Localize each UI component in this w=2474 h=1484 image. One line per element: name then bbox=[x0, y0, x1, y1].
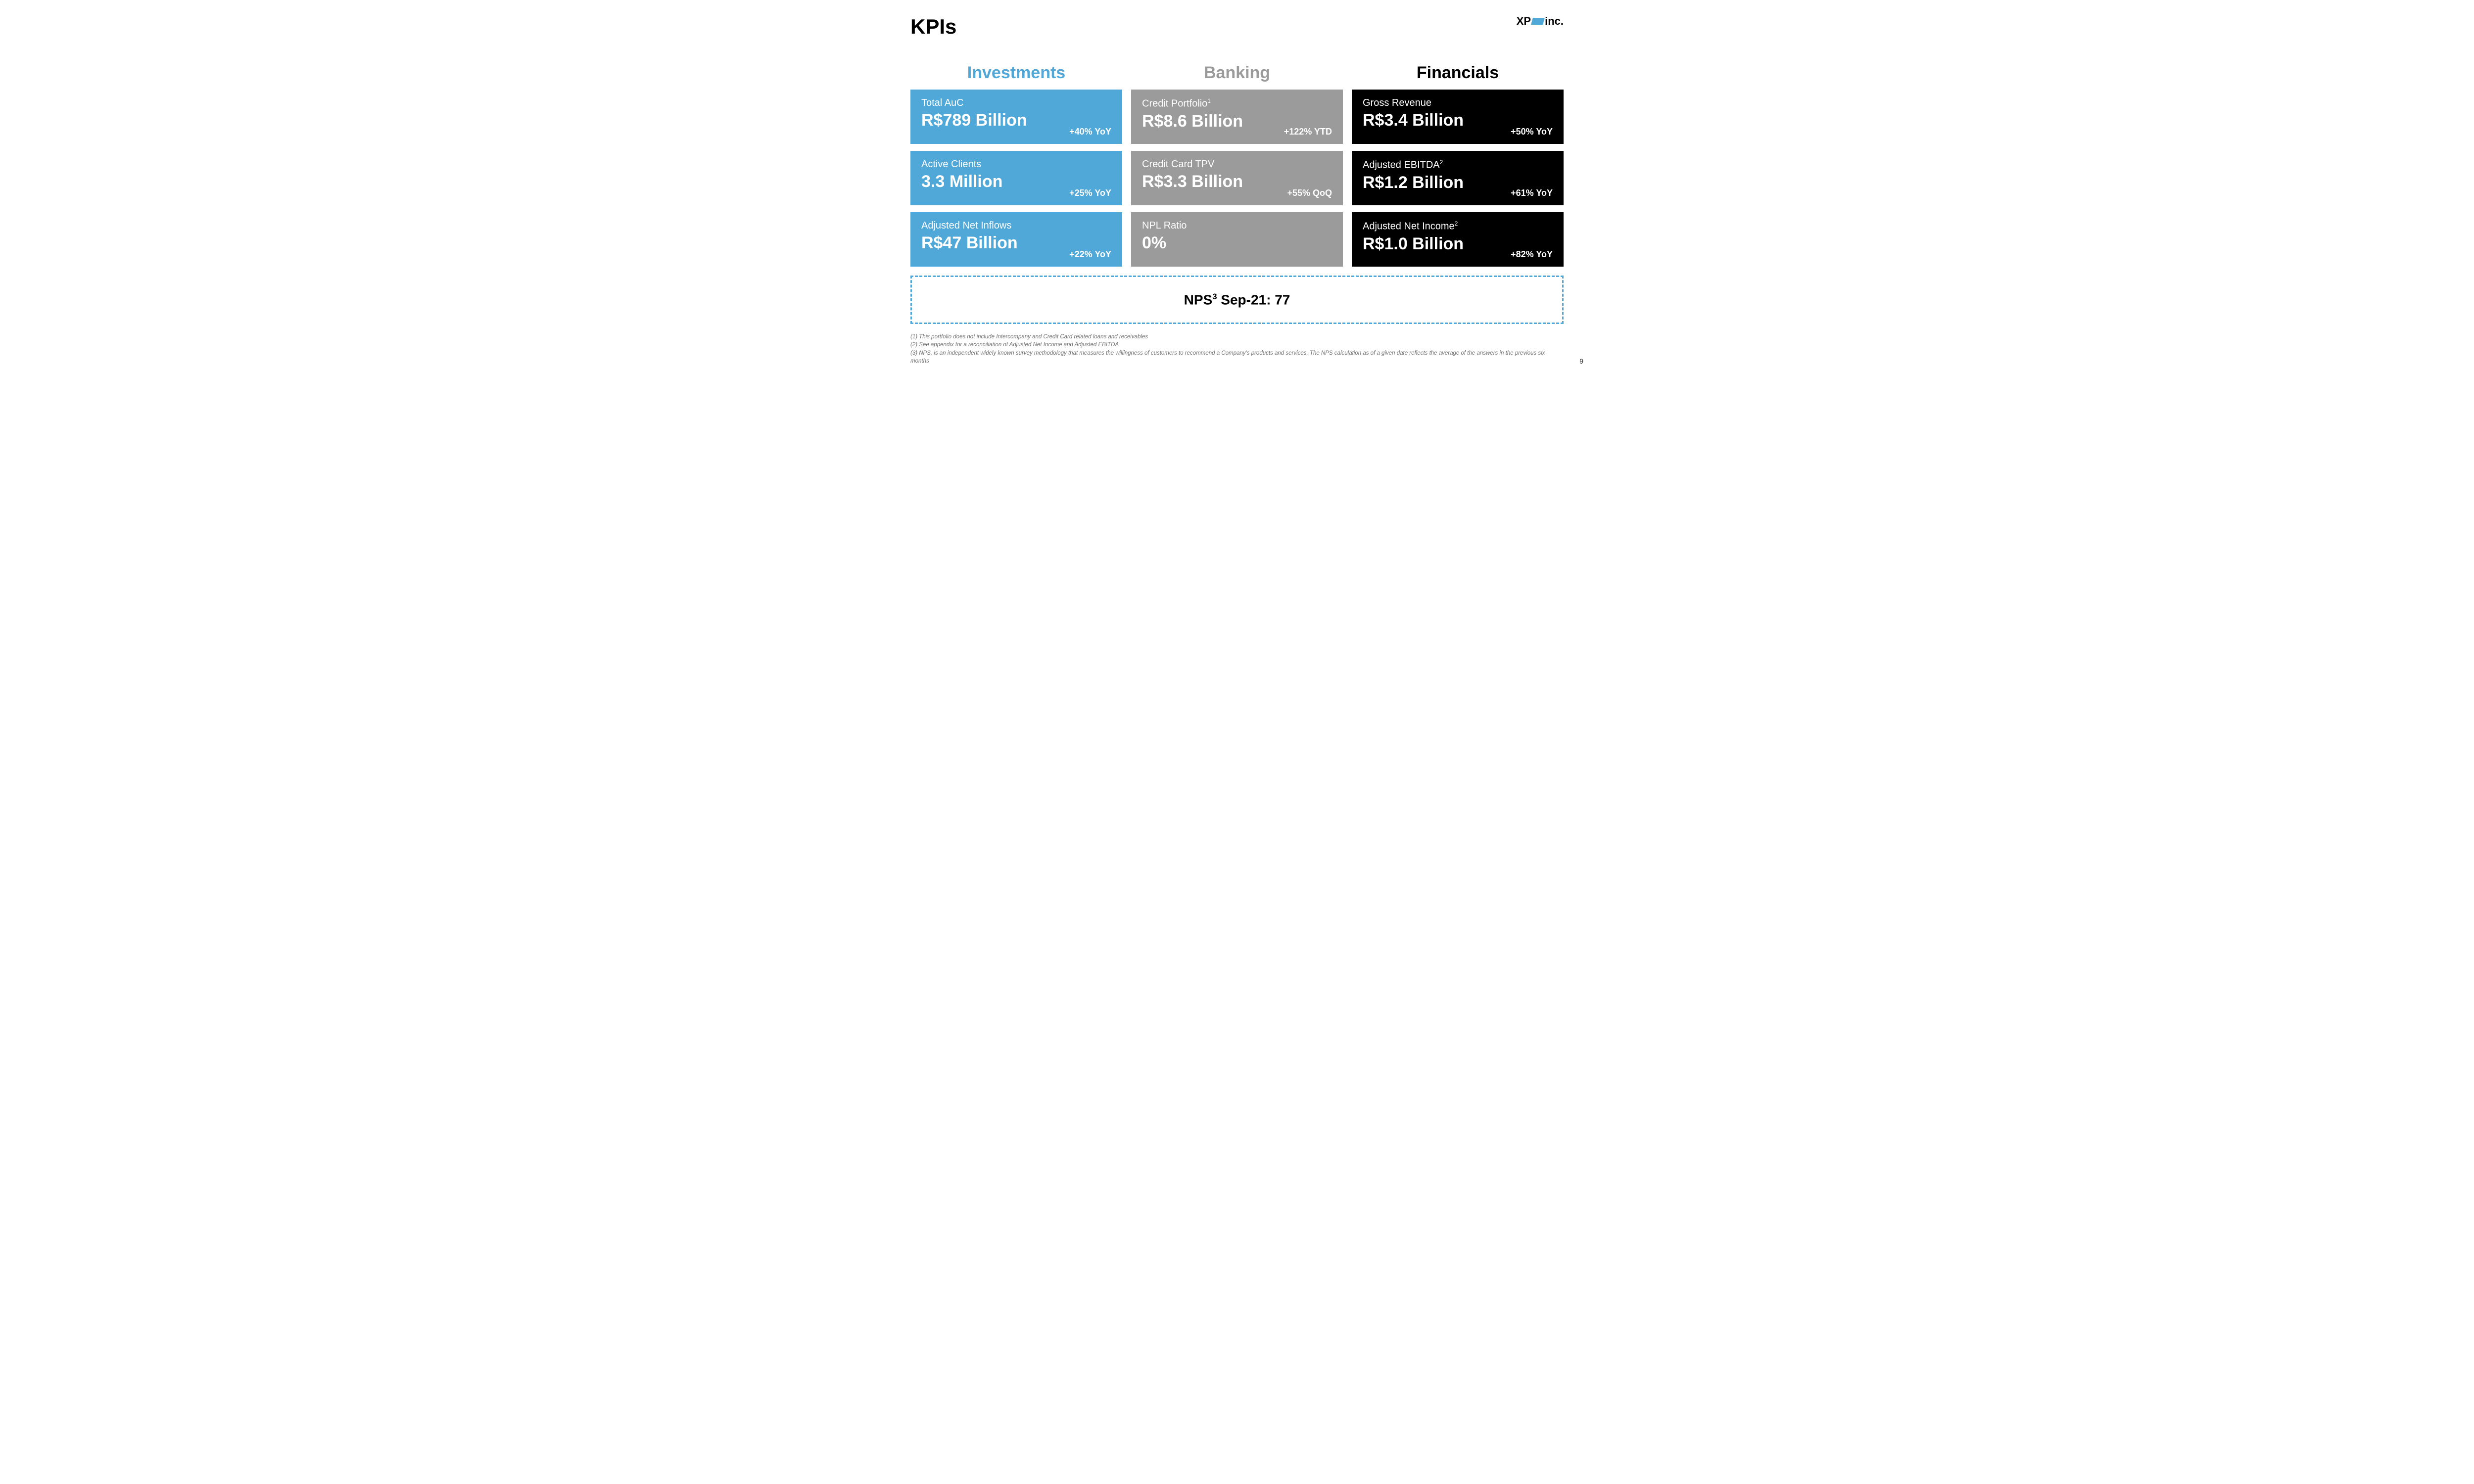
nps-label-pre: NPS bbox=[1184, 292, 1213, 307]
logo-suffix: inc. bbox=[1545, 15, 1564, 28]
logo-block-icon bbox=[1531, 18, 1545, 25]
card-label: Adjusted Net Inflows bbox=[921, 220, 1111, 232]
nps-box: NPS3 Sep-21: 77 bbox=[910, 276, 1564, 324]
card-label: Total AuC bbox=[921, 97, 1111, 109]
footnote-1: (1) This portfolio does not include Inte… bbox=[910, 333, 1564, 341]
card-adjusted-net-income: Adjusted Net Income2 R$1.0 Billion +82% … bbox=[1352, 212, 1564, 267]
card-gross-revenue: Gross Revenue R$3.4 Billion +50% YoY bbox=[1352, 90, 1564, 144]
card-change: +22% YoY bbox=[1069, 249, 1111, 260]
label-text: Adjusted EBITDA bbox=[1363, 160, 1440, 171]
card-label: Credit Portfolio1 bbox=[1142, 97, 1332, 110]
card-label: Adjusted Net Income2 bbox=[1363, 220, 1553, 232]
card-npl-ratio: NPL Ratio 0% bbox=[1131, 212, 1343, 267]
card-total-auc: Total AuC R$789 Billion +40% YoY bbox=[910, 90, 1122, 144]
label-sup: 2 bbox=[1455, 220, 1458, 227]
logo-prefix: XP bbox=[1517, 15, 1531, 28]
page-number: 9 bbox=[1579, 357, 1583, 365]
card-label: NPL Ratio bbox=[1142, 220, 1332, 232]
card-change: +40% YoY bbox=[1069, 127, 1111, 137]
page-title: KPIs bbox=[910, 15, 956, 39]
logo: XP inc. bbox=[1517, 15, 1564, 28]
card-change: +122% YTD bbox=[1284, 127, 1332, 137]
card-change: +55% QoQ bbox=[1287, 188, 1332, 198]
card-label: Credit Card TPV bbox=[1142, 159, 1332, 170]
col-header-banking: Banking bbox=[1131, 63, 1343, 83]
nps-sup: 3 bbox=[1212, 292, 1217, 301]
card-label: Adjusted EBITDA2 bbox=[1363, 159, 1553, 171]
label-sup: 2 bbox=[1440, 159, 1443, 166]
card-credit-card-tpv: Credit Card TPV R$3.3 Billion +55% QoQ bbox=[1131, 151, 1343, 205]
footnotes: (1) This portfolio does not include Inte… bbox=[910, 333, 1564, 365]
label-sup: 1 bbox=[1207, 97, 1211, 104]
card-value: 0% bbox=[1142, 233, 1332, 253]
card-label: Gross Revenue bbox=[1363, 97, 1553, 109]
label-text: Adjusted Net Income bbox=[1363, 221, 1455, 232]
card-change: +82% YoY bbox=[1511, 249, 1553, 260]
card-label: Active Clients bbox=[921, 159, 1111, 170]
card-adjusted-ebitda: Adjusted EBITDA2 R$1.2 Billion +61% YoY bbox=[1352, 151, 1564, 205]
col-financials: Financials Gross Revenue R$3.4 Billion +… bbox=[1352, 63, 1564, 274]
col-banking: Banking Credit Portfolio1 R$8.6 Billion … bbox=[1131, 63, 1343, 274]
card-change: +25% YoY bbox=[1069, 188, 1111, 198]
kpi-columns: Investments Total AuC R$789 Billion +40%… bbox=[910, 63, 1564, 274]
col-investments: Investments Total AuC R$789 Billion +40%… bbox=[910, 63, 1122, 274]
nps-label-post: Sep-21: 77 bbox=[1217, 292, 1290, 307]
card-change: +50% YoY bbox=[1511, 127, 1553, 137]
footnote-3: (3) NPS, is an independent widely known … bbox=[910, 349, 1564, 365]
card-active-clients: Active Clients 3.3 Million +25% YoY bbox=[910, 151, 1122, 205]
card-credit-portfolio: Credit Portfolio1 R$8.6 Billion +122% YT… bbox=[1131, 90, 1343, 144]
col-header-investments: Investments bbox=[910, 63, 1122, 83]
col-header-financials: Financials bbox=[1352, 63, 1564, 83]
header: KPIs XP inc. bbox=[910, 15, 1564, 39]
footnote-2: (2) See appendix for a reconciliation of… bbox=[910, 341, 1564, 349]
card-adjusted-net-inflows: Adjusted Net Inflows R$47 Billion +22% Y… bbox=[910, 212, 1122, 267]
label-text: Credit Portfolio bbox=[1142, 98, 1207, 109]
card-change: +61% YoY bbox=[1511, 188, 1553, 198]
